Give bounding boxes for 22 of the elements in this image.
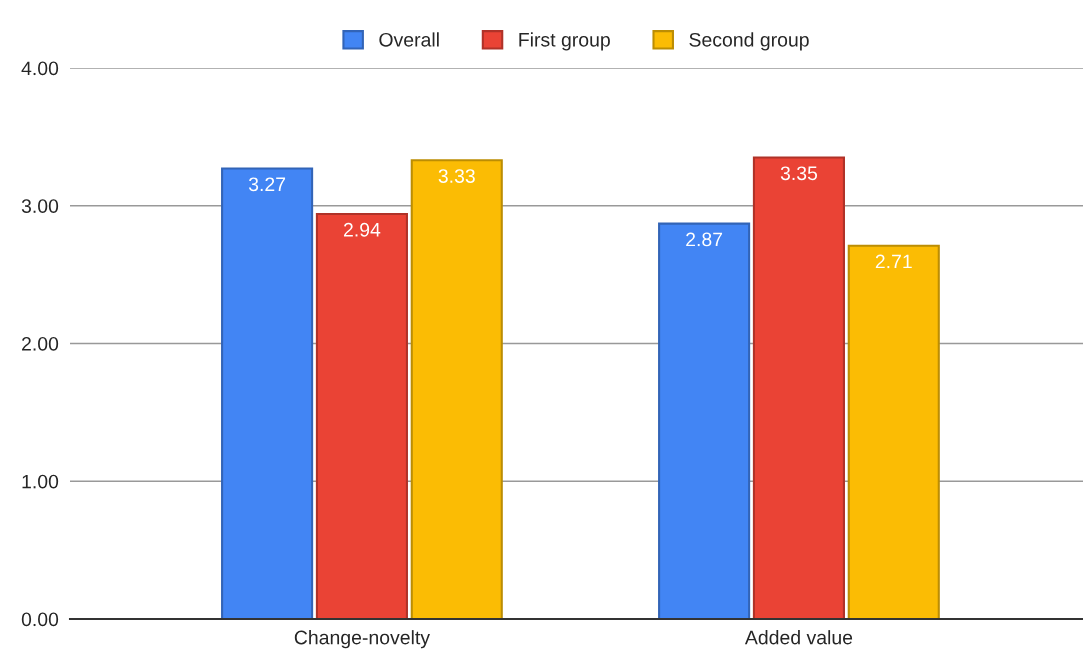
data-label: 2.71: [875, 254, 912, 269]
y-tick-label: 2.00: [22, 336, 59, 351]
y-tick-label: 4.00: [21, 61, 59, 76]
x-tick-label: Added value: [744, 630, 853, 645]
bar: [221, 167, 314, 619]
data-label: 2.94: [343, 222, 381, 237]
bar: [752, 156, 845, 619]
bar: [847, 244, 940, 619]
data-label: 3.35: [780, 166, 818, 181]
legend-label: First group: [519, 32, 610, 51]
data-label: 2.87: [686, 232, 723, 247]
legend-label: Overall: [379, 32, 439, 47]
x-tick-label: Change-novelty: [294, 630, 430, 649]
y-tick-label: 3.00: [21, 199, 59, 213]
bar: [658, 222, 751, 619]
bar: [315, 212, 408, 619]
data-label: 3.33: [438, 169, 475, 183]
legend-label: Second group: [689, 32, 809, 51]
data-label: 3.27: [248, 177, 286, 192]
y-tick-label: 1.00: [22, 474, 59, 489]
y-tick-label: 0.00: [21, 612, 59, 627]
bar: [410, 159, 503, 619]
